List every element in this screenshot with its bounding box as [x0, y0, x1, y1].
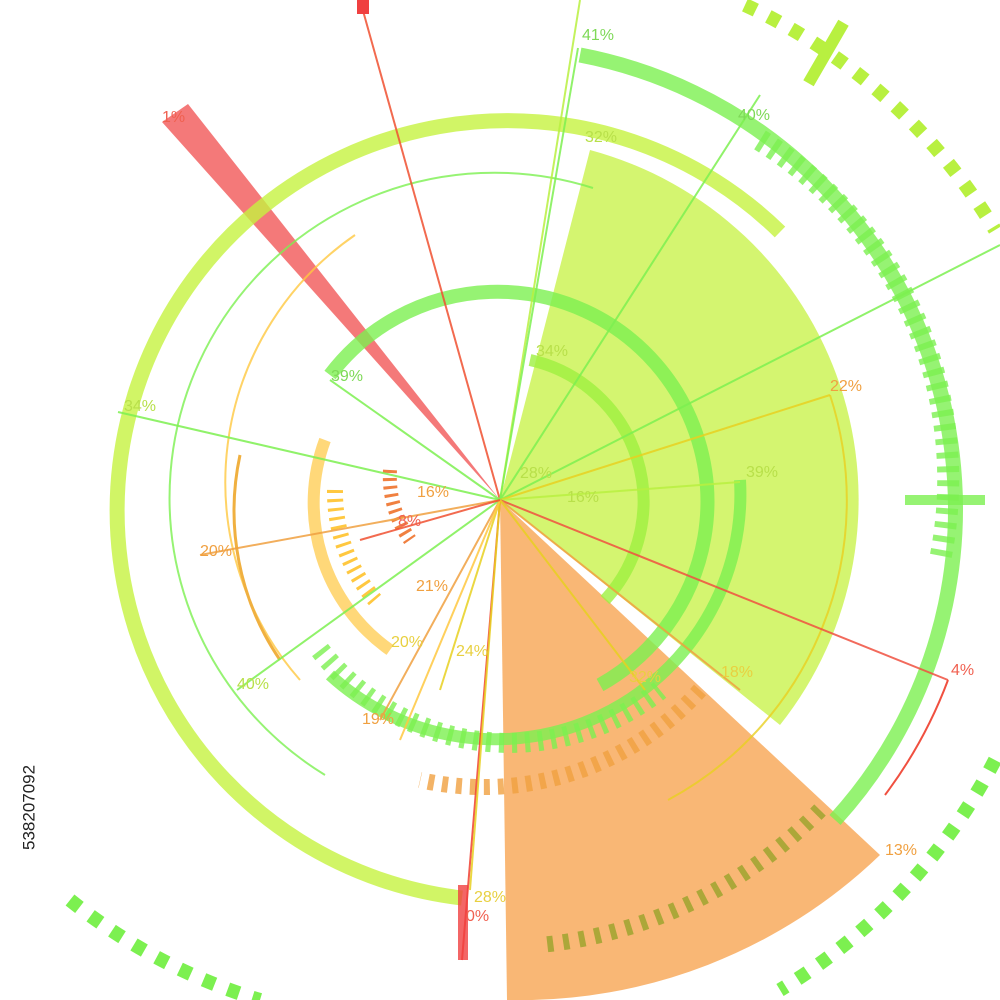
dash-ring: [742, 0, 1000, 234]
label: 32%: [629, 669, 661, 686]
radial-lines: [117, 0, 1000, 961]
ring: [307, 437, 394, 655]
tick-ring: [326, 489, 382, 606]
tick-ring: [754, 130, 960, 563]
line: [499, 47, 579, 501]
line: [359, 0, 501, 501]
line: [199, 499, 501, 556]
label: 32%: [585, 129, 617, 146]
label: 28%: [520, 465, 552, 482]
line: [329, 379, 501, 501]
label: 40%: [738, 107, 770, 124]
line: [499, 499, 646, 691]
marker: [458, 885, 468, 960]
label: 21%: [416, 578, 448, 595]
label: 16%: [417, 484, 449, 501]
ring: [884, 679, 949, 796]
line: [499, 499, 741, 691]
line: [499, 94, 761, 501]
line: [117, 411, 501, 501]
ring: [528, 354, 650, 605]
label: 22%: [830, 378, 862, 395]
sector: [500, 150, 859, 725]
tick-ring: [539, 804, 826, 953]
label: 16%: [567, 489, 599, 506]
line: [399, 499, 501, 741]
label: 0%: [466, 908, 489, 925]
label: 41%: [582, 27, 614, 44]
line: [499, 394, 831, 501]
label: 1%: [162, 109, 185, 126]
line: [379, 499, 501, 721]
watermark-id: 538207092: [19, 765, 38, 850]
label: 19%: [362, 711, 394, 728]
marker: [803, 19, 849, 87]
tick-ring: [418, 684, 706, 795]
decor: [65, 0, 1000, 1000]
label: 39%: [331, 368, 363, 385]
wedge: [162, 104, 500, 500]
marker: [357, 0, 369, 14]
line: [359, 499, 501, 541]
label: 18%: [721, 664, 753, 681]
label: 24%: [456, 643, 488, 660]
label: 34%: [536, 343, 568, 360]
label: 28%: [474, 889, 506, 906]
label: 13%: [885, 842, 917, 859]
line: [499, 244, 1000, 501]
marker: [905, 495, 985, 505]
ring: [324, 284, 715, 692]
line: [499, 0, 581, 501]
label: 20%: [391, 634, 423, 651]
label: 40%: [237, 676, 269, 693]
tick-ring: [312, 643, 667, 753]
ring: [168, 171, 594, 776]
label: 8%: [398, 513, 421, 530]
label: 39%: [746, 464, 778, 481]
labels: 41% 40% 32% 1% 39% 34% 34% 22% 39% 28% 1…: [19, 27, 974, 925]
label: 4%: [951, 662, 974, 679]
label: 34%: [124, 398, 156, 415]
dash-ring: [65, 894, 263, 1000]
line: [469, 499, 501, 891]
line: [499, 481, 741, 501]
ring: [667, 394, 848, 801]
dash-ring: [776, 756, 1000, 996]
line: [236, 499, 501, 691]
ring: [578, 47, 963, 826]
ring: [232, 454, 282, 661]
line: [499, 499, 949, 681]
ring: [109, 113, 786, 906]
label: 20%: [200, 543, 232, 560]
line: [439, 499, 501, 691]
